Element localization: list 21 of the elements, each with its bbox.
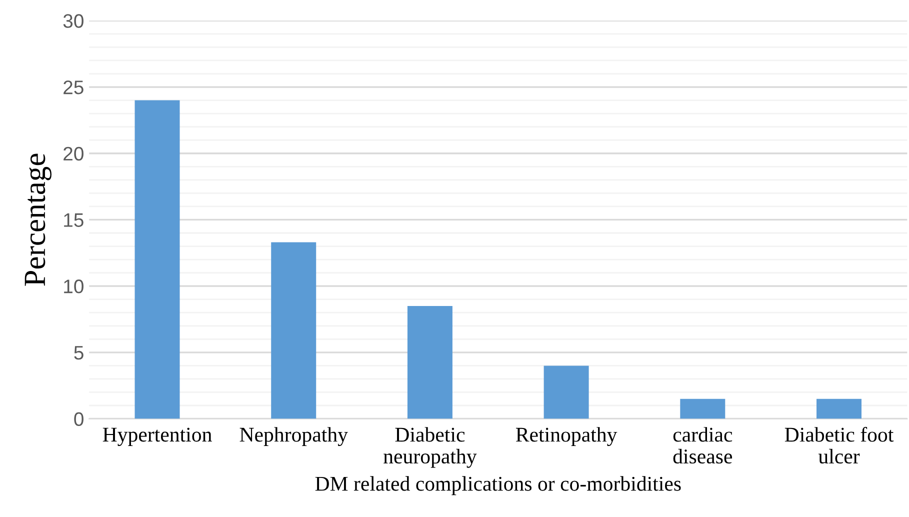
y-tick-label: 10 — [64, 280, 84, 294]
y-tick-label: 25 — [64, 80, 84, 94]
x-tick-label: cardiac disease — [673, 427, 732, 464]
bar — [407, 306, 452, 419]
bar — [816, 398, 862, 419]
y-axis-title: Percentage — [24, 154, 52, 286]
x-tick-label: Diabetic foot ulcer — [784, 426, 894, 464]
bar — [271, 242, 316, 419]
bar — [134, 100, 180, 419]
bar — [544, 366, 589, 419]
y-tick-label: 15 — [64, 213, 84, 227]
x-tick-label: Hypertention — [102, 428, 212, 446]
x-tick-label: Diabetic neuropathy — [384, 427, 477, 468]
x-axis-title: DM related complications or co-morbidities — [315, 476, 681, 496]
x-tick-label: Retinopathy — [516, 427, 618, 446]
y-tick-label: 20 — [64, 146, 84, 161]
x-tick-label: Nephropathy — [240, 427, 348, 446]
y-tick-label: 0 — [74, 412, 84, 426]
y-tick-label: 30 — [63, 14, 84, 28]
y-tick-label: 5 — [74, 346, 84, 360]
bar — [680, 398, 726, 419]
